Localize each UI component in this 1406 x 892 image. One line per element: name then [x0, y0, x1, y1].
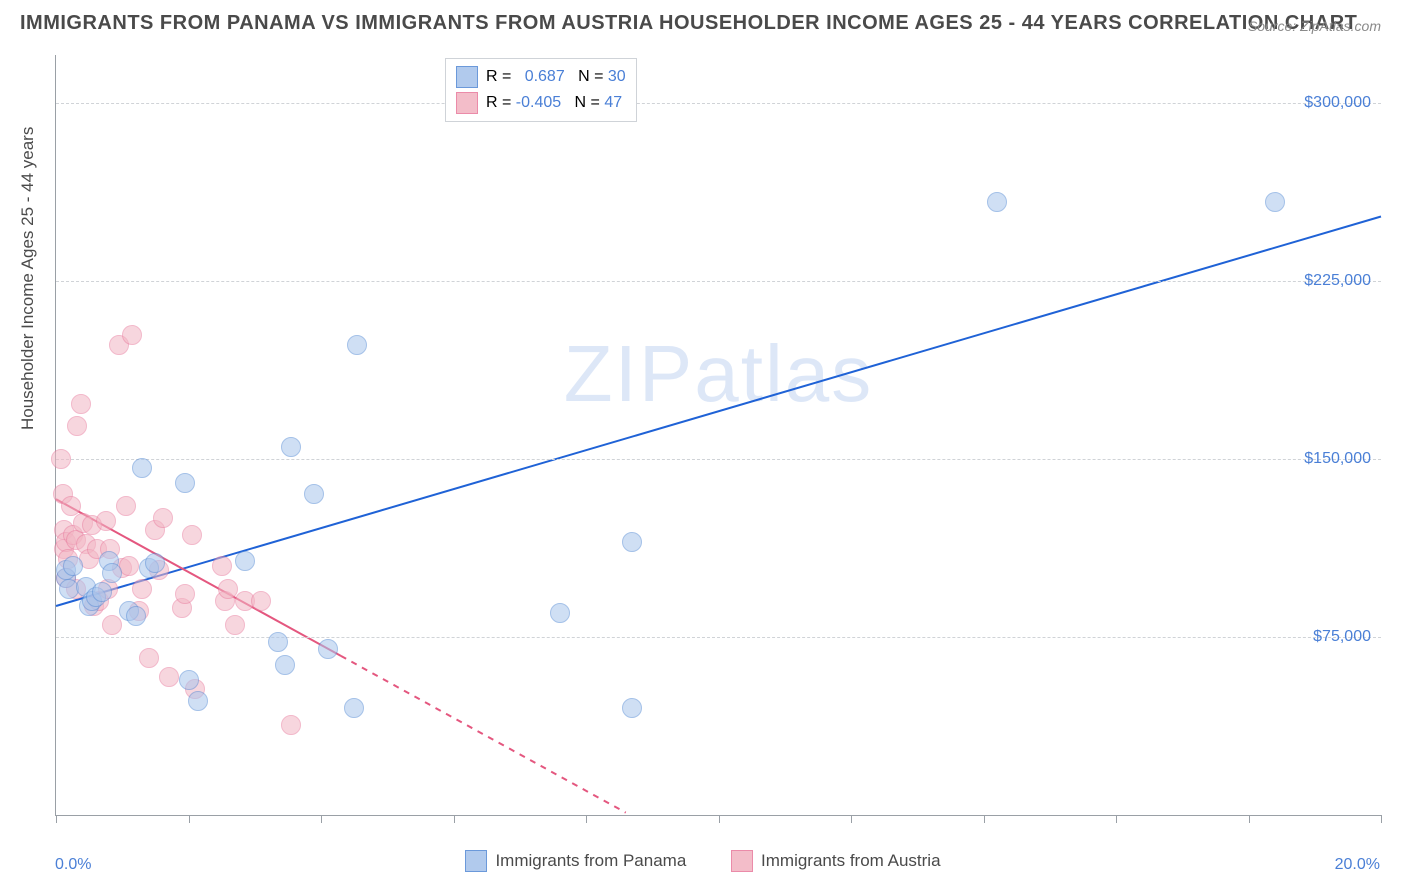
n-value-panama: 30 [608, 68, 626, 85]
legend-row-panama: R = 0.687 N = 30 [456, 64, 626, 90]
r-value-panama: 0.687 [525, 68, 565, 85]
x-tick [321, 815, 322, 823]
gridline [56, 459, 1381, 460]
data-point [71, 394, 91, 414]
n-value-austria: 47 [604, 94, 622, 111]
gridline [56, 637, 1381, 638]
x-tick [851, 815, 852, 823]
data-point [175, 473, 195, 493]
gridline [56, 103, 1381, 104]
x-tick [1249, 815, 1250, 823]
data-point [67, 416, 87, 436]
data-point [235, 551, 255, 571]
y-tick-label: $225,000 [1304, 272, 1371, 290]
legend-label-panama: Immigrants from Panama [495, 851, 686, 871]
data-point [116, 496, 136, 516]
x-tick [719, 815, 720, 823]
legend-item-panama: Immigrants from Panama [465, 850, 686, 872]
data-point [96, 511, 116, 531]
data-point [622, 532, 642, 552]
y-axis-label: Householder Income Ages 25 - 44 years [18, 127, 38, 430]
gridline [56, 281, 1381, 282]
data-point [344, 698, 364, 718]
r-value-austria: -0.405 [516, 94, 561, 111]
data-point [251, 591, 271, 611]
data-point [126, 606, 146, 626]
y-tick-label: $300,000 [1304, 94, 1371, 112]
swatch-austria [456, 92, 478, 114]
data-point [132, 579, 152, 599]
data-point [122, 325, 142, 345]
data-point [225, 615, 245, 635]
data-point [622, 698, 642, 718]
trend-lines-svg [56, 55, 1381, 815]
x-tick [984, 815, 985, 823]
x-tick [56, 815, 57, 823]
x-tick-label-max: 20.0% [1335, 856, 1380, 874]
r-prefix: R = [486, 68, 516, 85]
data-point [987, 192, 1007, 212]
data-point [281, 437, 301, 457]
x-tick [1116, 815, 1117, 823]
series-legend: Immigrants from Panama Immigrants from A… [0, 850, 1406, 877]
data-point [275, 655, 295, 675]
correlation-legend: R = 0.687 N = 30 R = -0.405 N = 47 [445, 58, 637, 122]
data-point [304, 484, 324, 504]
data-point [51, 449, 71, 469]
swatch-panama-icon [465, 850, 487, 872]
data-point [159, 667, 179, 687]
source-label: Source: ZipAtlas.com [1248, 18, 1381, 34]
data-point [102, 563, 122, 583]
swatch-panama [456, 66, 478, 88]
x-tick-label-min: 0.0% [55, 856, 91, 874]
swatch-austria-icon [731, 850, 753, 872]
data-point [139, 648, 159, 668]
data-point [268, 632, 288, 652]
data-point [182, 525, 202, 545]
chart-title: IMMIGRANTS FROM PANAMA VS IMMIGRANTS FRO… [20, 12, 1357, 35]
data-point [63, 556, 83, 576]
legend-item-austria: Immigrants from Austria [731, 850, 941, 872]
data-point [132, 458, 152, 478]
data-point [175, 584, 195, 604]
x-tick [454, 815, 455, 823]
n-prefix: N = [575, 94, 605, 111]
data-point [550, 603, 570, 623]
data-point [153, 508, 173, 528]
x-tick [586, 815, 587, 823]
trend-line [341, 656, 626, 813]
data-point [347, 335, 367, 355]
r-prefix: R = [486, 94, 516, 111]
data-point [179, 670, 199, 690]
data-point [1265, 192, 1285, 212]
data-point [318, 639, 338, 659]
data-point [188, 691, 208, 711]
x-tick [189, 815, 190, 823]
data-point [102, 615, 122, 635]
plot-area: ZIPatlas $75,000$150,000$225,000$300,000 [55, 55, 1381, 816]
y-tick-label: $150,000 [1304, 450, 1371, 468]
y-tick-label: $75,000 [1313, 628, 1371, 646]
chart-container: IMMIGRANTS FROM PANAMA VS IMMIGRANTS FRO… [0, 0, 1406, 892]
legend-row-austria: R = -0.405 N = 47 [456, 90, 626, 116]
data-point [145, 553, 165, 573]
x-tick [1381, 815, 1382, 823]
legend-label-austria: Immigrants from Austria [761, 851, 941, 871]
data-point [281, 715, 301, 735]
data-point [92, 582, 112, 602]
trend-line [56, 217, 1381, 607]
n-prefix: N = [578, 68, 608, 85]
data-point [212, 556, 232, 576]
